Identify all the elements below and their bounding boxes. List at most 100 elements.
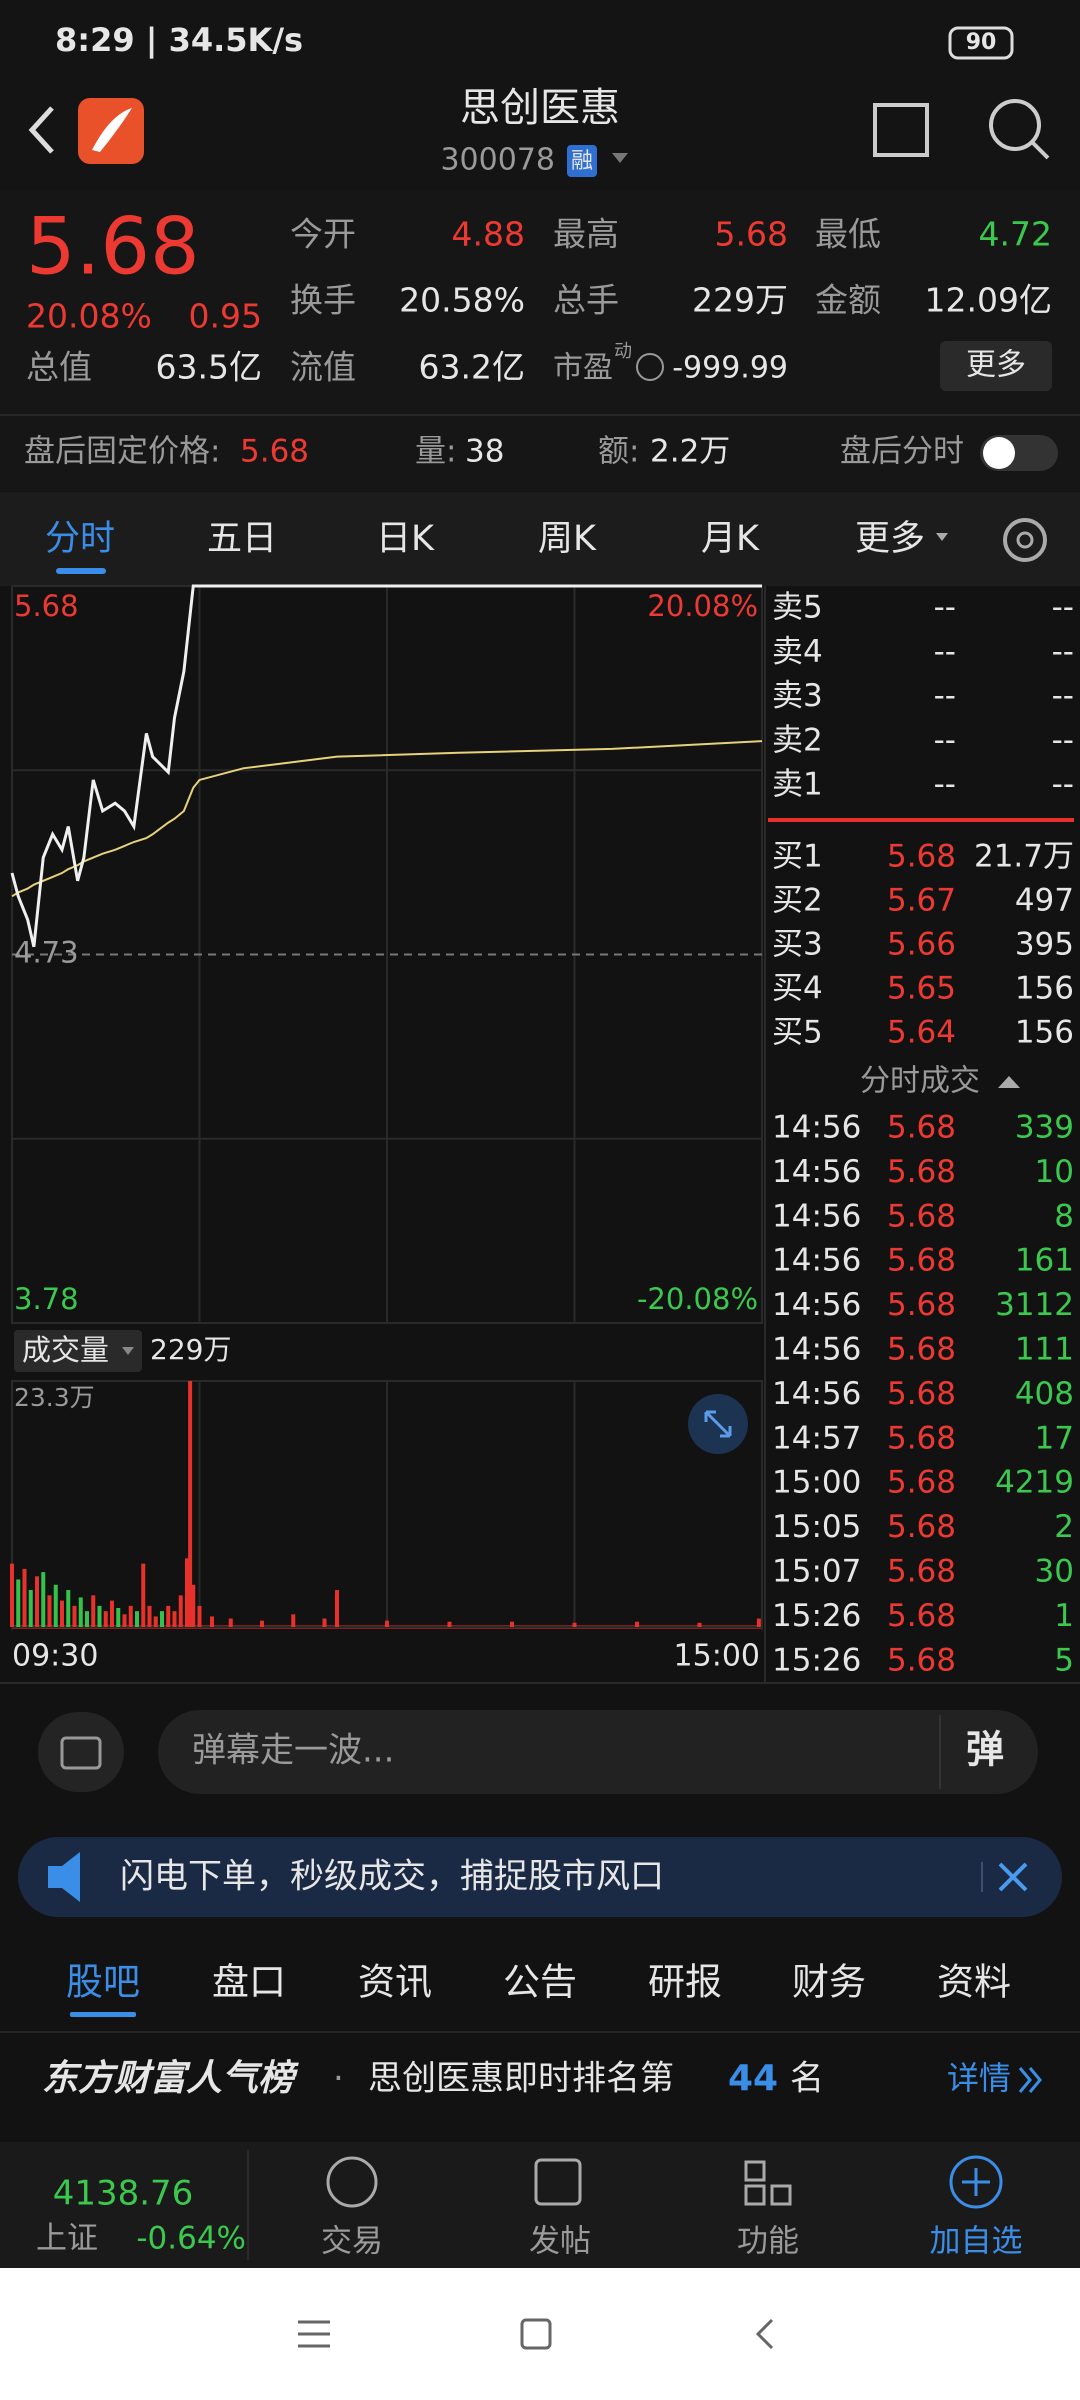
back-key[interactable] [755, 2318, 774, 2350]
trade-volume: 5 [1054, 1642, 1074, 1678]
x-tick-label: 09:30 [12, 1639, 98, 1674]
ask-volume: -- [1052, 634, 1074, 670]
field-value: 4.72 [979, 215, 1052, 254]
home-key[interactable] [520, 2318, 552, 2350]
chart-tab[interactable]: 月K [701, 519, 760, 559]
trades-title: 分时成交 [860, 1064, 980, 1099]
ask-label: 卖1 [772, 767, 823, 803]
field-label: 最高 [553, 215, 619, 254]
pe-sup: 动 [614, 341, 632, 362]
comment-placeholder: 弹幕走一波... [192, 1731, 394, 1771]
settings-button[interactable] [1003, 518, 1047, 562]
trade-volume: 8 [1054, 1198, 1074, 1234]
volume-bar [28, 1590, 33, 1627]
collapse-icon[interactable] [998, 1076, 1020, 1088]
bid-volume: 395 [1015, 927, 1074, 963]
more-button[interactable] [940, 341, 1052, 391]
trade-volume: 1 [1054, 1598, 1074, 1634]
bid-price: 5.64 [887, 1015, 956, 1051]
trade-volume: 30 [1035, 1554, 1074, 1590]
bid-label: 买4 [772, 971, 823, 1007]
section-tab[interactable]: 资讯 [358, 1961, 432, 2004]
trade-time: 14:56 [772, 1243, 861, 1279]
nav-item[interactable]: 交易 [321, 2224, 383, 2260]
ask-label: 卖4 [772, 634, 823, 670]
logo-mark [92, 108, 132, 152]
trade-time: 14:56 [772, 1332, 861, 1368]
ask-label: 卖3 [772, 678, 823, 714]
trade-time: 15:26 [772, 1642, 861, 1678]
close-banner[interactable] [998, 1862, 1028, 1892]
bid-price: 5.66 [887, 927, 956, 963]
chart-tab[interactable]: 分时 [45, 519, 115, 559]
stock-name: 思创医惠 [460, 85, 620, 131]
section-tab[interactable]: 公告 [503, 1961, 577, 2004]
share-button[interactable] [873, 103, 929, 157]
section-tab[interactable]: 财务 [792, 1961, 866, 2004]
volume-bar [447, 1621, 452, 1627]
volume-bar [191, 1584, 196, 1627]
bid-label: 买2 [772, 883, 823, 919]
dropdown [122, 1347, 134, 1355]
chart-tab[interactable]: 日K [376, 519, 435, 559]
section-tab[interactable]: 股吧 [66, 1961, 140, 2004]
field-value: 4.88 [452, 215, 525, 254]
comment-icon[interactable] [38, 1712, 124, 1792]
banner[interactable] [18, 1837, 1062, 1917]
volume-bar [756, 1618, 761, 1627]
search-button[interactable] [989, 99, 1041, 151]
ah-volume-label: 量: [415, 434, 456, 470]
x-tick-label: 15:00 [674, 1639, 760, 1674]
menu-key[interactable] [298, 2320, 330, 2348]
volume-bar [41, 1572, 46, 1627]
field-label: 总手 [553, 281, 619, 320]
volume-bar [147, 1605, 152, 1627]
bid-label: 买3 [772, 927, 823, 963]
danmaku-button[interactable]: 弹 [966, 1728, 1004, 1772]
trade-price: 5.68 [887, 1154, 956, 1190]
volume-bar [228, 1618, 233, 1627]
tab-bg [0, 492, 1080, 586]
index-value: 4138.76 [53, 2174, 194, 2214]
bid-label: 买1 [772, 839, 823, 875]
rank-link[interactable]: 详情 [947, 2059, 1011, 2097]
trade-volume: 161 [1015, 1243, 1074, 1279]
section-tab[interactable]: 盘口 [212, 1961, 286, 2004]
volume-bar [72, 1605, 77, 1627]
margin-badge [567, 145, 597, 177]
dropdown [936, 533, 948, 541]
field-label: 市盈 [553, 351, 613, 386]
volume-bar [135, 1611, 139, 1627]
trade-price: 5.68 [887, 1198, 956, 1234]
volume-bar [160, 1611, 164, 1627]
index-name: 上证 [36, 2221, 98, 2257]
y-tick-label: 3.78 [14, 1282, 79, 1316]
ah-price: 5.68 [240, 434, 309, 470]
dropdown[interactable] [612, 153, 628, 163]
section-tab[interactable]: 研报 [648, 1961, 722, 2004]
chart-tab[interactable]: 周K [538, 519, 597, 559]
more-label: 更多 [966, 348, 1026, 383]
info-icon[interactable] [636, 353, 664, 381]
nav-item[interactable]: 功能 [737, 2224, 799, 2260]
volume-bar [188, 1381, 193, 1627]
nav-item[interactable]: 发帖 [529, 2224, 591, 2260]
chart-tab[interactable]: 更多 [855, 519, 925, 559]
indicator-select[interactable] [14, 1330, 142, 1372]
volume-bar [116, 1607, 121, 1627]
comment-input[interactable] [158, 1710, 1038, 1794]
nav-item[interactable]: 加自选 [930, 2224, 1023, 2260]
chart-tab[interactable]: 五日 [207, 519, 277, 559]
back-button[interactable] [28, 106, 54, 154]
ask-volume: -- [1052, 678, 1074, 714]
func-icon [770, 2184, 792, 2206]
section-tab[interactable]: 资料 [937, 1961, 1011, 2004]
trade-price: 5.68 [887, 1243, 956, 1279]
trade-price: 5.68 [887, 1554, 956, 1590]
trade-price: 5.68 [887, 1509, 956, 1545]
y-tick-label: 4.73 [14, 936, 79, 970]
trade-price: 5.68 [887, 1287, 956, 1323]
ah-price-label: 盘后固定价格: [24, 434, 220, 470]
bid-price: 5.65 [887, 971, 956, 1007]
